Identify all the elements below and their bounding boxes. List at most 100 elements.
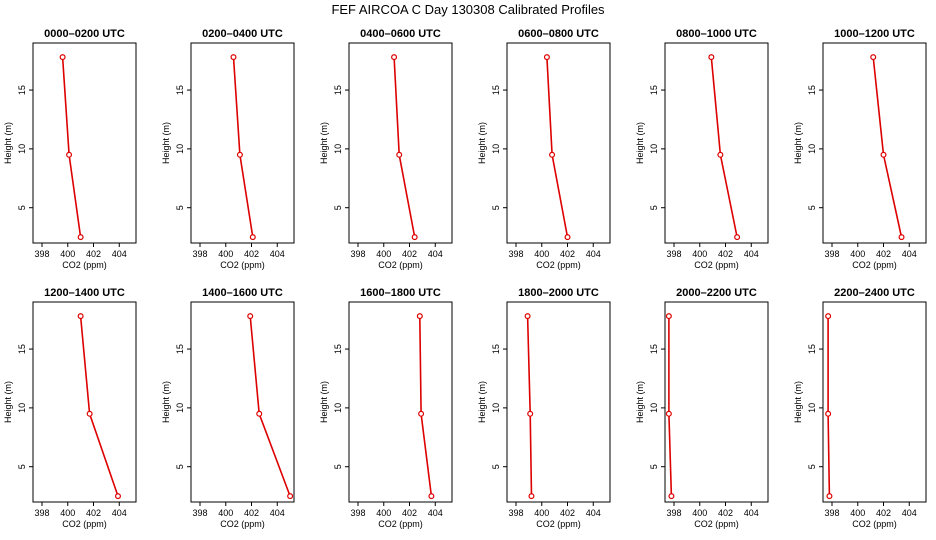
panel-title: 0600–0800 UTC: [518, 28, 599, 40]
data-point: [428, 493, 435, 500]
y-tick-label: 15: [175, 344, 185, 354]
y-tick-label: 10: [807, 403, 817, 413]
data-point: [236, 151, 243, 158]
profile-line: [526, 316, 533, 497]
y-tick-label: 5: [649, 205, 659, 210]
x-tick-label: 402: [718, 508, 733, 518]
y-tick-label: 10: [491, 144, 501, 154]
panel-title: 0000–0200 UTC: [44, 28, 125, 40]
x-tick-label: 400: [60, 249, 75, 259]
data-point: [825, 313, 832, 320]
data-point: [418, 410, 425, 417]
x-tick-label: 404: [744, 249, 759, 259]
data-point: [717, 151, 724, 158]
panel-title: 0200–0400 UTC: [202, 28, 283, 40]
x-axis-label: CO2 (ppm): [62, 519, 107, 529]
y-tick-label: 10: [175, 403, 185, 413]
y-tick-label: 15: [649, 85, 659, 95]
y-tick-label: 10: [17, 144, 27, 154]
x-tick-label: 402: [244, 249, 259, 259]
y-tick-label: 5: [17, 205, 27, 210]
y-tick-label: 5: [649, 464, 659, 469]
x-tick-label: 404: [902, 508, 917, 518]
y-tick-label: 15: [649, 344, 659, 354]
data-point: [256, 410, 263, 417]
data-point: [77, 234, 84, 241]
x-axis-label: CO2 (ppm): [536, 519, 581, 529]
data-point: [564, 234, 571, 241]
x-tick-label: 404: [744, 508, 759, 518]
y-axis-label: Height (m): [319, 122, 329, 164]
panel-title: 2000–2200 UTC: [676, 287, 757, 299]
data-point: [416, 313, 423, 320]
profile-line: [249, 316, 291, 497]
y-tick-label: 5: [333, 464, 343, 469]
panel-5: 0800–1000 UTC 398 400 402 404 5 10 15 CO2 (ppm) H…: [635, 28, 769, 270]
panel-4: 0600–0800 UTC 398 400 402 404 5 10 15 CO2 (ppm) H…: [477, 28, 611, 270]
profile-line: [710, 57, 738, 238]
y-tick-label: 10: [807, 144, 817, 154]
x-tick-label: 404: [270, 249, 285, 259]
y-tick-label: 15: [491, 344, 501, 354]
plot-frame: [348, 301, 453, 503]
panel-6: 1000–1200 UTC 398 400 402 404 5 10 15 CO2 (ppm) H…: [793, 28, 927, 270]
x-tick-label: 402: [86, 249, 101, 259]
x-tick-label: 398: [34, 249, 49, 259]
y-tick-label: 15: [333, 344, 343, 354]
panel-title: 1800–2000 UTC: [518, 287, 599, 299]
y-axis-label: Height (m): [477, 122, 487, 164]
x-tick-label: 404: [586, 508, 601, 518]
x-tick-label: 400: [850, 508, 865, 518]
data-point: [524, 313, 531, 320]
profile-line: [546, 57, 569, 238]
panel-title: 1000–1200 UTC: [834, 28, 915, 40]
y-axis-label: Height (m): [477, 381, 487, 423]
panel-10: 1800–2000 UTC 398 400 402 404 5 10 15 CO2 (ppm) H…: [477, 287, 611, 529]
y-axis-label: Height (m): [3, 381, 13, 423]
x-tick-label: 404: [586, 249, 601, 259]
y-tick-label: 15: [491, 85, 501, 95]
y-tick-label: 15: [17, 344, 27, 354]
x-tick-label: 402: [244, 508, 259, 518]
x-tick-label: 398: [824, 249, 839, 259]
data-point: [549, 151, 556, 158]
x-tick-label: 404: [902, 249, 917, 259]
x-axis-label: CO2 (ppm): [220, 519, 265, 529]
data-point: [249, 234, 256, 241]
x-tick-label: 402: [718, 249, 733, 259]
x-axis-label: CO2 (ppm): [694, 519, 739, 529]
x-tick-label: 400: [692, 249, 707, 259]
y-tick-label: 10: [333, 144, 343, 154]
y-axis-label: Height (m): [161, 381, 171, 423]
x-tick-label: 400: [218, 508, 233, 518]
x-tick-label: 400: [376, 249, 391, 259]
profile-line: [232, 57, 254, 238]
x-axis-label: CO2 (ppm): [852, 519, 897, 529]
x-tick-label: 398: [192, 508, 207, 518]
x-tick-label: 400: [692, 508, 707, 518]
y-tick-label: 5: [175, 205, 185, 210]
x-tick-label: 400: [218, 249, 233, 259]
data-point: [77, 313, 84, 320]
data-point: [543, 54, 550, 61]
profile-line: [419, 316, 433, 497]
profile-line: [827, 316, 831, 497]
y-tick-label: 15: [17, 85, 27, 95]
data-point: [287, 493, 294, 500]
y-tick-label: 15: [807, 344, 817, 354]
x-tick-label: 402: [876, 508, 891, 518]
y-axis-label: Height (m): [161, 122, 171, 164]
panel-1: 0000–0200 UTC 398 400 402 404 5 10 15 CO2 (ppm) H…: [3, 28, 137, 270]
y-tick-label: 15: [807, 85, 817, 95]
panel-title: 2200–2400 UTC: [834, 287, 915, 299]
y-tick-label: 10: [491, 403, 501, 413]
x-axis-label: CO2 (ppm): [536, 260, 581, 270]
panel-11: 2000–2200 UTC 398 400 402 404 5 10 15 CO2 (ppm) H…: [635, 287, 769, 529]
panel-title: 1600–1800 UTC: [360, 287, 441, 299]
data-point: [665, 313, 672, 320]
x-tick-label: 400: [850, 249, 865, 259]
x-tick-label: 400: [534, 508, 549, 518]
y-tick-label: 15: [333, 85, 343, 95]
x-tick-label: 402: [876, 249, 891, 259]
